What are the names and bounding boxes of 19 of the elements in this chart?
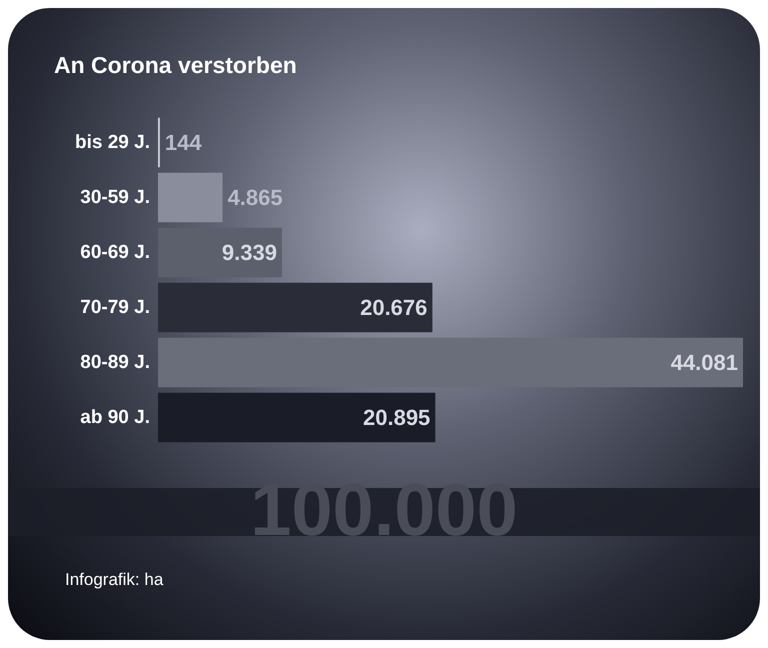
bar [158, 228, 282, 278]
y-tick-label: bis 29 J. [75, 132, 150, 153]
text: Infografik: ha [65, 570, 164, 590]
chart-title: An Corona verstorben [54, 52, 297, 79]
bar [158, 172, 223, 222]
y-tick-label: 30-59 J. [80, 187, 150, 208]
y-tick-label: ab 90 J. [80, 407, 150, 428]
data-label: 144 [164, 130, 202, 155]
y-tick-label: 70-79 J. [80, 297, 150, 318]
bar [158, 338, 743, 388]
data-label: 9.339 [222, 240, 277, 265]
y-tick-label: 60-69 J. [80, 242, 150, 263]
y-tick-label: 80-89 J. [80, 352, 150, 373]
bar [158, 282, 432, 332]
data-label: 20.676 [360, 295, 428, 320]
bar [158, 392, 436, 442]
data-label: 4.865 [228, 185, 283, 210]
data-label: 20.895 [363, 405, 430, 430]
data-label: 44.081 [670, 350, 738, 375]
